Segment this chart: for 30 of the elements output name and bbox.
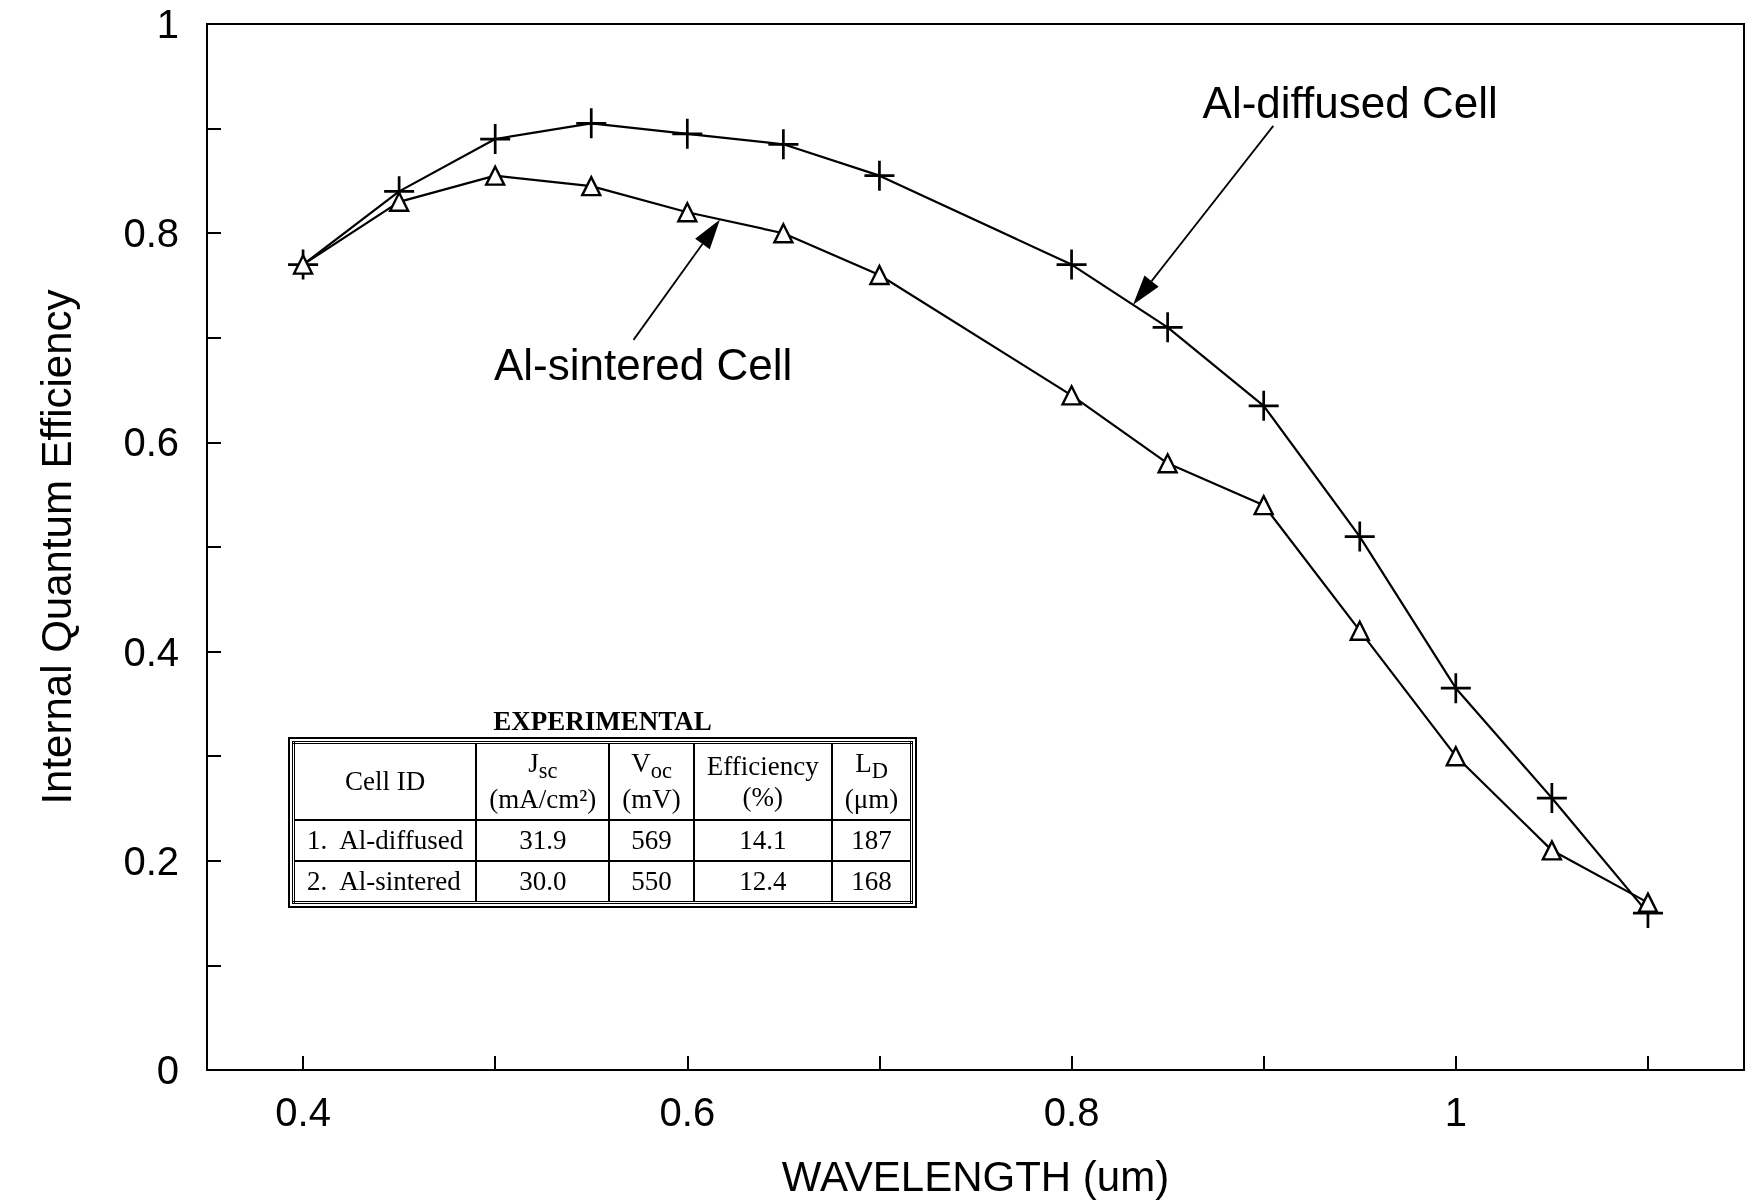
x-axis-title: WAVELENGTH (um)	[781, 1152, 1170, 1200]
annotation: Al-sintered Cell	[493, 340, 793, 390]
y-tick-label: 0.6	[123, 420, 179, 465]
y-tick-label: 0.4	[123, 629, 179, 674]
x-tick-label: 0.6	[659, 1090, 716, 1134]
x-tick-label: 0.4	[275, 1090, 331, 1134]
y-tick-label: 0.2	[123, 838, 179, 883]
category-label: Efficiency (%)	[693, 742, 832, 821]
category-label: J$_{sc}$ (mA/cm²)	[476, 742, 610, 821]
x-tick-label: 0.8	[1043, 1090, 1100, 1134]
y-tick-label: 0	[156, 1048, 179, 1092]
category-label: Cell ID	[293, 742, 477, 821]
y-axis-title: Internal Quantum Efficiency	[32, 289, 80, 805]
text: EXPERIMENTAL	[492, 706, 713, 737]
annotation: 187	[831, 820, 912, 862]
category-label: V$_{oc}$ (mV)	[609, 742, 694, 821]
category-label: L$_{D}$ (μm)	[831, 742, 912, 821]
annotation: 168	[831, 861, 912, 903]
annotation: 14.1	[693, 820, 832, 862]
annotation: 12.4	[693, 861, 832, 903]
annotation: 1. Al-diffused	[293, 820, 477, 862]
annotation: 569	[609, 820, 694, 862]
x-tick-label: 1	[1444, 1090, 1467, 1134]
annotation: Al-diffused Cell	[1202, 78, 1498, 128]
y-tick-label: 1	[156, 2, 179, 46]
annotation: 30.0	[476, 861, 610, 903]
y-tick-label: 0.8	[123, 211, 179, 256]
annotation: 2. Al-sintered	[293, 861, 477, 903]
annotation: 31.9	[476, 820, 610, 862]
annotation: 550	[609, 861, 694, 903]
